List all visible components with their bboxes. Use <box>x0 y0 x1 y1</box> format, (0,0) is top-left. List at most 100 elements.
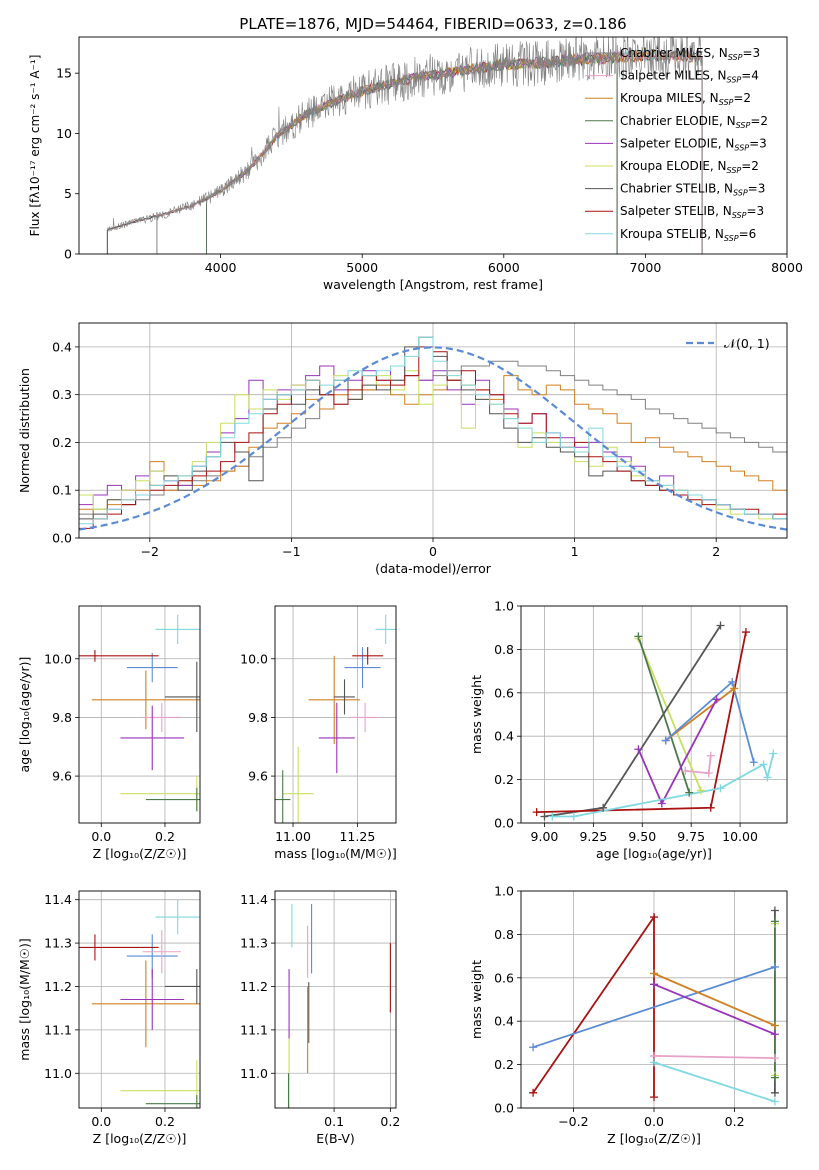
plot-area <box>532 910 776 1103</box>
legend-label: Chabrier STELIB, N <box>620 182 733 196</box>
plot-area <box>79 336 787 531</box>
weight-marker <box>681 766 690 775</box>
x-axis-label: mass [log₁₀(M/M☉)] <box>274 846 396 861</box>
weight-marker <box>770 1073 779 1082</box>
weight-marker <box>728 677 737 686</box>
weight-marker <box>770 917 779 926</box>
observed-spectrum-line <box>107 37 703 232</box>
x-tick-label: 2 <box>712 544 720 559</box>
weight-marker <box>704 769 713 778</box>
legend-entry: Chabrier MILES, NSSP=3 <box>620 46 760 62</box>
y-tick-label: 0.8 <box>494 642 514 657</box>
plot-area <box>536 625 775 818</box>
x-tick-label: 11.25 <box>339 829 375 844</box>
x-axis-label: Z [log₁₀(Z/Z☉)] <box>607 1131 701 1146</box>
histogram-kroupa_stelib <box>79 336 787 525</box>
panel-spectrum: 4000 5000 6000 7000 8000 0 5 10 15 wavelength [An… <box>28 15 803 292</box>
axes-frame <box>78 36 788 255</box>
y-tick-label: 9.6 <box>52 769 72 784</box>
plot-area <box>275 614 396 823</box>
weight-marker <box>529 1043 538 1052</box>
weight-marker <box>763 773 772 782</box>
weight-marker <box>770 1021 779 1030</box>
y-tick-label: 0.1 <box>52 483 72 498</box>
weight-line-kroupa_miles <box>653 972 776 1027</box>
y-tick-label: 10 <box>56 126 72 141</box>
x-axis-label: age [log₁₀(age/yr)] <box>596 846 712 861</box>
y-axis-label: mass weight <box>469 960 484 1039</box>
y-tick-label: 9.8 <box>248 710 268 725</box>
weight-marker <box>749 758 758 767</box>
legend-subscript: SSP <box>727 166 742 175</box>
weight-marker <box>650 1093 658 1102</box>
legend-subscript: SSP <box>733 189 748 198</box>
axes: −0.2 0.0 0.2 0.0 0.2 0.4 0.6 0.8 1.0 Z [log₁₀(Z/Z… <box>469 884 788 1146</box>
y-tick-label: 11.0 <box>44 1066 72 1081</box>
x-axis-label: (data-model)/error <box>375 561 492 576</box>
axes-frame <box>78 890 201 1109</box>
legend-label: Kroupa ELODIE, N <box>620 159 727 173</box>
weight-line-salpeter_stelib <box>532 914 655 1098</box>
legend-subscript: SSP <box>734 143 749 152</box>
weight-marker <box>650 980 658 989</box>
weight-line-salpeter_elodie <box>637 698 718 806</box>
legend-subscript: SSP <box>732 211 747 220</box>
panel-age_vs_Z: 0.0 0.2 9.6 9.8 10.0 Z [log₁₀(Z/Z☉)] age [log₁… <box>17 605 201 861</box>
legend-label: Salpeter MILES, N <box>620 69 727 83</box>
legend-entry: Salpeter STELIB, NSSP=3 <box>620 204 764 220</box>
legend-entry: Kroupa STELIB, NSSP=6 <box>620 227 756 243</box>
axes: 9.00 9.25 9.50 9.75 10.00 0.0 0.2 0.4 0.6 0.8 1.0 a… <box>469 599 788 861</box>
legend-entry: Chabrier ELODIE, NSSP=2 <box>620 114 768 130</box>
y-tick-label: 0.0 <box>494 1101 514 1116</box>
weight-marker <box>706 751 715 760</box>
legend-entry: Kroupa MILES, NSSP=2 <box>620 91 751 107</box>
weight-marker <box>770 1030 779 1039</box>
legend-label: Salpeter ELODIE, N <box>620 136 734 150</box>
x-tick-label: 0.0 <box>644 1114 664 1129</box>
y-tick-label: 11.2 <box>240 979 268 994</box>
y-tick-label: 11.4 <box>240 892 268 907</box>
x-tick-label: −0.2 <box>558 1114 588 1129</box>
legend-entry: Salpeter MILES, NSSP=4 <box>620 69 759 85</box>
x-tick-label: 5000 <box>346 260 378 275</box>
y-tick-label: 0 <box>64 247 72 262</box>
x-tick-label: 0 <box>429 544 437 559</box>
legend-count: =3 <box>746 204 764 218</box>
weight-marker <box>540 812 549 821</box>
legend-count: =3 <box>742 46 760 60</box>
axes: 0.0 0.2 9.6 9.8 10.0 Z [log₁₀(Z/Z☉)] age [log₁… <box>17 605 201 861</box>
x-tick-label: 0.2 <box>155 1114 175 1129</box>
weight-marker <box>650 1058 658 1067</box>
axes-frame <box>274 890 397 1109</box>
weight-marker <box>529 1088 538 1097</box>
x-tick-label: 7000 <box>629 260 661 275</box>
y-tick-label: 11.3 <box>44 936 72 951</box>
x-axis-label: Z [log₁₀(Z/Z☉)] <box>93 846 187 861</box>
legend-subscript: SSP <box>719 98 734 107</box>
axes: 11.00 11.25 9.6 9.8 10.0 mass [log₁₀(M/M☉)] <box>240 605 397 861</box>
weight-marker <box>634 745 643 754</box>
legend-count: =3 <box>748 182 766 196</box>
legend-count: =2 <box>741 159 759 173</box>
x-tick-label: 9.75 <box>677 829 705 844</box>
y-tick-label: 10.0 <box>240 651 268 666</box>
weight-marker <box>741 628 750 637</box>
weight-marker <box>770 1097 779 1106</box>
x-tick-label: 0.0 <box>91 829 111 844</box>
legend-subscript: SSP <box>724 234 739 243</box>
x-tick-label: 9.50 <box>628 829 656 844</box>
y-tick-label: 11.2 <box>44 979 72 994</box>
weight-marker <box>712 695 721 704</box>
axes: 4000 5000 6000 7000 8000 0 5 10 15 wavelength [An… <box>28 15 803 292</box>
y-axis-label: Normed distribution <box>17 368 32 493</box>
y-tick-label: 11.1 <box>240 1022 268 1037</box>
y-axis-label: mass [log₁₀(M/M☉)] <box>17 938 32 1060</box>
y-axis-label: mass weight <box>469 675 484 754</box>
x-tick-label: 0.2 <box>155 829 175 844</box>
y-tick-label: 0.3 <box>52 387 72 402</box>
panel-mass_vs_EBV: 0.1 0.2 11.0 11.1 11.2 11.3 11.4 E(B-V) <box>240 890 400 1146</box>
axes-frame <box>78 605 201 824</box>
y-tick-label: 0.4 <box>494 1014 514 1029</box>
